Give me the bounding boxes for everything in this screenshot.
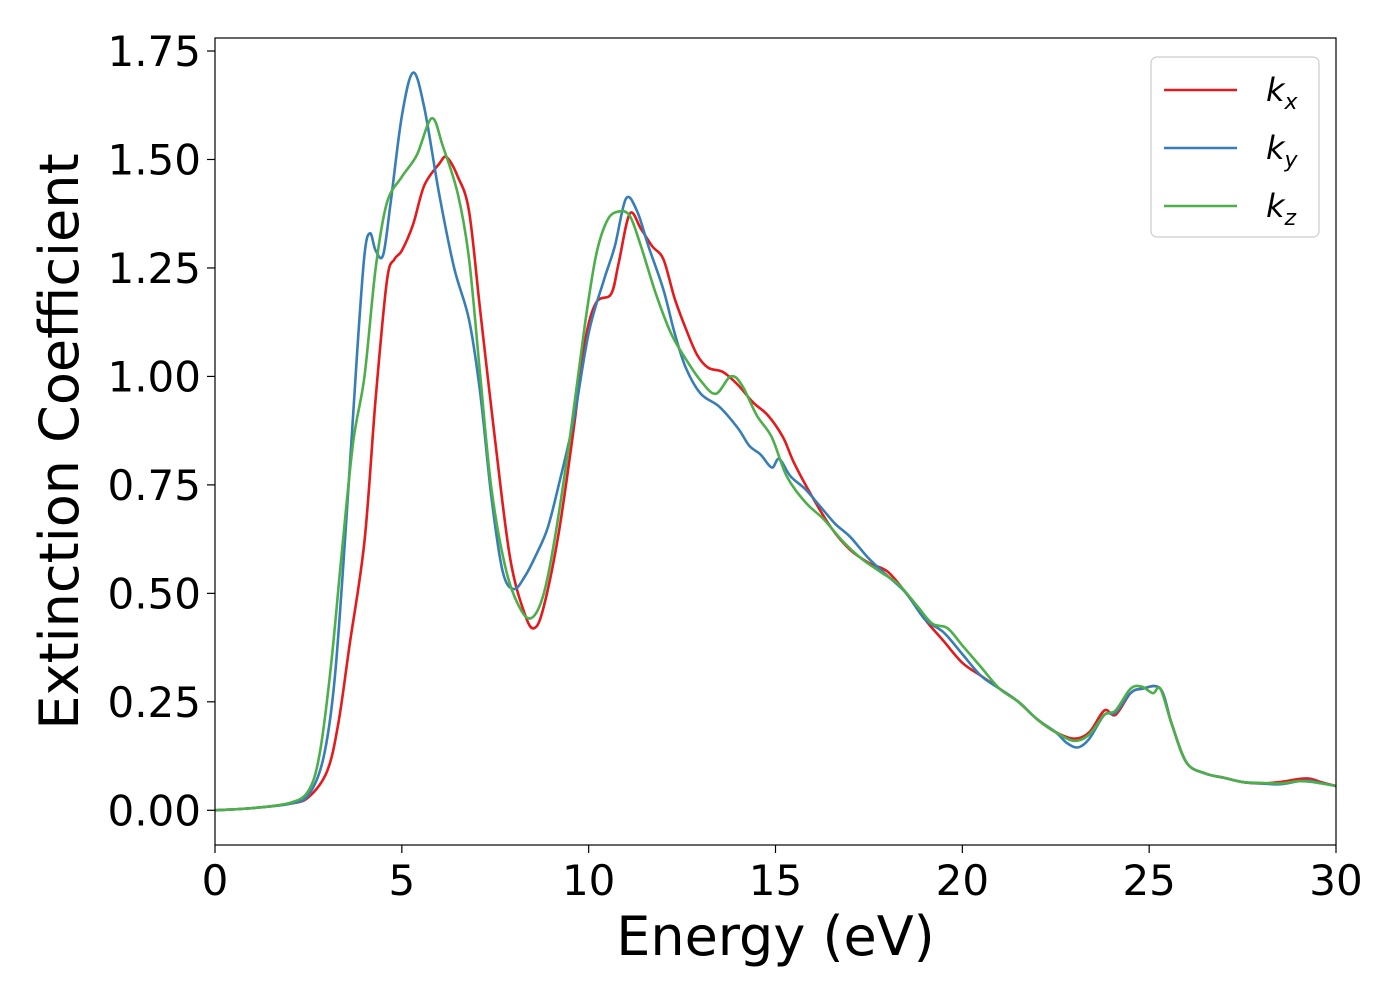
series-line-k-z <box>214 116 1337 812</box>
legend-label-k-y: ky <box>1266 129 1299 173</box>
x-tick-label: 25 <box>1122 856 1175 905</box>
y-tick-label: 0.50 <box>107 569 201 618</box>
y-tick-label: 0.75 <box>107 461 201 510</box>
x-tick-label: 30 <box>1309 856 1362 905</box>
y-axis-ticks: 0.00 0.25 0.50 0.75 1.00 1.25 1.50 1.75 <box>107 27 215 835</box>
series-line-k-y <box>214 71 1337 812</box>
plot-frame <box>214 37 1337 846</box>
y-axis-label: Extinction Coefficient <box>28 153 91 729</box>
x-tick-label: 15 <box>749 856 802 905</box>
legend-label-k-x: kx <box>1266 71 1299 115</box>
x-tick-label: 0 <box>202 856 229 905</box>
y-tick-label: 0.25 <box>107 678 201 727</box>
y-tick-label: 1.00 <box>107 352 201 401</box>
x-tick-label: 20 <box>936 856 989 905</box>
y-tick-label: 1.75 <box>107 27 201 76</box>
y-tick-label: 1.50 <box>107 135 201 184</box>
x-tick-label: 5 <box>388 856 415 905</box>
series-layer <box>214 71 1337 812</box>
legend-label-k-z: kz <box>1266 187 1297 231</box>
y-tick-label: 0.00 <box>107 786 201 835</box>
legend: kx ky kz <box>1150 56 1320 238</box>
x-axis-label: Energy (eV) <box>616 905 935 968</box>
x-tick-label: 10 <box>562 856 615 905</box>
y-tick-label: 1.25 <box>107 244 201 293</box>
x-axis-ticks: 0 5 10 15 20 25 30 <box>202 845 1363 905</box>
